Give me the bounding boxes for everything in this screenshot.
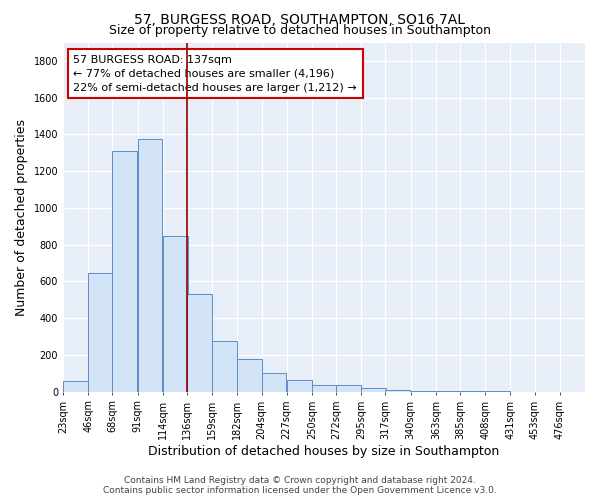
Bar: [238, 358, 262, 392]
Y-axis label: Number of detached properties: Number of detached properties: [15, 118, 28, 316]
Bar: [63, 382, 88, 392]
Bar: [262, 372, 286, 392]
Text: 57, BURGESS ROAD, SOUTHAMPTON, SO16 7AL: 57, BURGESS ROAD, SOUTHAMPTON, SO16 7AL: [134, 12, 466, 26]
Bar: [212, 341, 237, 392]
Bar: [361, 388, 386, 392]
Bar: [187, 294, 212, 392]
Bar: [137, 139, 163, 392]
Bar: [312, 386, 337, 392]
Text: Contains HM Land Registry data © Crown copyright and database right 2024.
Contai: Contains HM Land Registry data © Crown c…: [103, 476, 497, 495]
Bar: [112, 151, 137, 392]
Bar: [436, 391, 461, 392]
Bar: [336, 386, 361, 392]
Text: 57 BURGESS ROAD: 137sqm
← 77% of detached houses are smaller (4,196)
22% of semi: 57 BURGESS ROAD: 137sqm ← 77% of detache…: [73, 54, 357, 92]
X-axis label: Distribution of detached houses by size in Southampton: Distribution of detached houses by size …: [148, 444, 500, 458]
Bar: [410, 391, 436, 392]
Bar: [287, 380, 311, 392]
Bar: [88, 273, 113, 392]
Bar: [163, 236, 188, 392]
Bar: [385, 390, 410, 392]
Text: Size of property relative to detached houses in Southampton: Size of property relative to detached ho…: [109, 24, 491, 37]
